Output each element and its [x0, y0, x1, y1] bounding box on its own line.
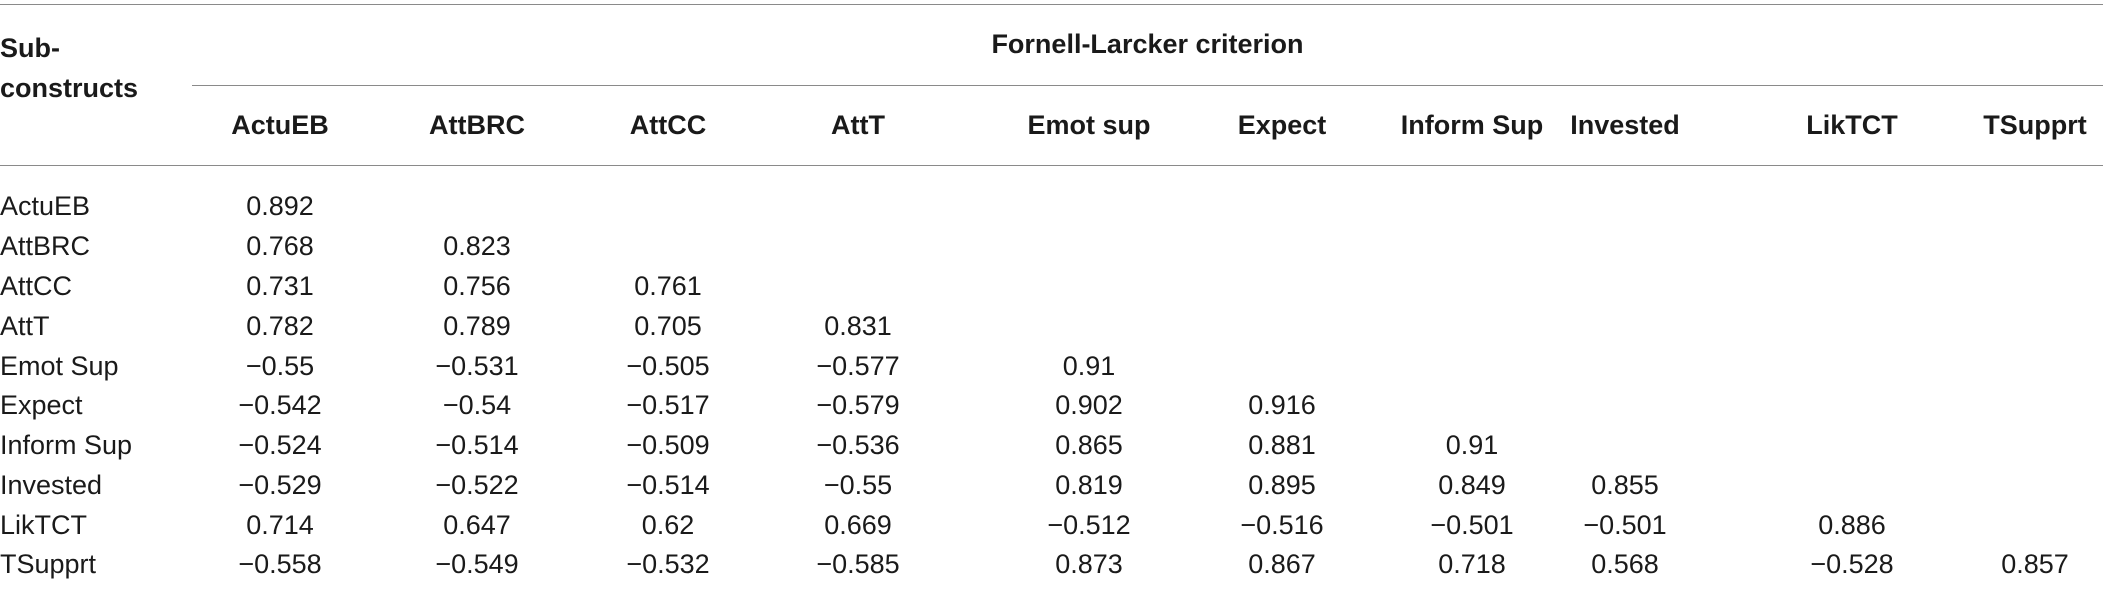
table-row: Emot Sup −0.55 −0.531 −0.505 −0.577 0.91: [0, 346, 2103, 386]
row-label: Invested: [0, 470, 103, 500]
table-row: AttT 0.782 0.789 0.705 0.831: [0, 306, 2103, 346]
row-label: ActuEB: [0, 191, 91, 221]
column-header: LikTCT: [1806, 110, 1898, 140]
row-header-title: Sub-constructs: [0, 33, 139, 103]
table-cell: −0.501: [1583, 510, 1667, 540]
row-label: Inform Sup: [0, 430, 133, 460]
table-cell: −0.55: [245, 351, 315, 381]
table-cell: −0.529: [238, 470, 322, 500]
table-cell: 0.892: [246, 191, 314, 221]
table-cell: −0.542: [238, 390, 322, 420]
column-header: Inform Sup: [1400, 110, 1544, 140]
table-cell: 0.895: [1248, 470, 1316, 500]
column-header: Invested: [1570, 110, 1680, 140]
row-label: TSupprt: [0, 549, 97, 579]
group-header-title: Fornell-Larcker criterion: [991, 29, 1304, 59]
table-row: LikTCT 0.714 0.647 0.62 0.669 −0.512 −0.516 −0.…: [0, 505, 2103, 545]
table-cell: −0.516: [1240, 510, 1324, 540]
row-label: AttCC: [0, 271, 73, 301]
table-cell: −0.558: [238, 549, 322, 579]
table-cell: 0.916: [1248, 390, 1316, 420]
table-cell: 0.62: [641, 510, 695, 540]
row-label: AttBRC: [0, 231, 91, 261]
column-header: Emot sup: [1027, 110, 1151, 140]
table-cell: 0.669: [824, 510, 892, 540]
table-cell: −0.55: [823, 470, 893, 500]
table-cell: 0.831: [824, 311, 892, 341]
table-cell: −0.514: [435, 430, 519, 460]
table-cell: 0.857: [2001, 549, 2069, 579]
row-label: LikTCT: [0, 510, 87, 540]
table-cell: 0.782: [246, 311, 314, 341]
table-cell: 0.789: [443, 311, 511, 341]
table-cell: −0.514: [626, 470, 710, 500]
table-cell: −0.531: [435, 351, 519, 381]
header-bottom-rule: [0, 165, 2103, 166]
table-cell: 0.761: [634, 271, 702, 301]
table-row: Inform Sup −0.524 −0.514 −0.509 −0.536 0.865 0…: [0, 425, 2103, 465]
table-cell: −0.512: [1047, 510, 1131, 540]
table-cell: −0.579: [816, 390, 900, 420]
table-cell: 0.91: [1445, 430, 1499, 460]
group-header-rule: [192, 85, 2103, 86]
table-row: AttCC 0.731 0.756 0.761: [0, 266, 2103, 306]
table-row: AttBRC 0.768 0.823: [0, 226, 2103, 266]
table-cell: 0.568: [1591, 549, 1659, 579]
table-cell: 0.756: [443, 271, 511, 301]
table-cell: −0.522: [435, 470, 519, 500]
column-header: TSupprt: [1983, 110, 2087, 140]
table-cell: 0.718: [1438, 549, 1506, 579]
column-header: ActuEB: [231, 110, 329, 140]
table-cell: 0.865: [1055, 430, 1123, 460]
table-cell: 0.768: [246, 231, 314, 261]
column-header: AttBRC: [429, 110, 525, 140]
table-cell: −0.524: [238, 430, 322, 460]
table-cell: 0.91: [1062, 351, 1116, 381]
table-cell: −0.509: [626, 430, 710, 460]
table-cell: −0.532: [626, 549, 710, 579]
table-cell: 0.867: [1248, 549, 1316, 579]
table-cell: −0.54: [442, 390, 512, 420]
table-row: Expect −0.542 −0.54 −0.517 −0.579 0.902 0.916: [0, 385, 2103, 425]
table-cell: 0.873: [1055, 549, 1123, 579]
table-cell: 0.731: [246, 271, 314, 301]
row-label: AttT: [0, 311, 50, 341]
table-cell: −0.585: [816, 549, 900, 579]
table-cell: 0.886: [1818, 510, 1886, 540]
column-header: AttT: [831, 110, 885, 140]
table-cell: 0.849: [1438, 470, 1506, 500]
table-cell: −0.505: [626, 351, 710, 381]
table-cell: −0.517: [626, 390, 710, 420]
table-row: ActuEB 0.892: [0, 186, 2103, 226]
table-cell: −0.536: [816, 430, 900, 460]
table-cell: 0.823: [443, 231, 511, 261]
table-cell: 0.714: [246, 510, 314, 540]
table-top-rule: [0, 4, 2103, 5]
row-label: Emot Sup: [0, 351, 119, 381]
column-header: AttCC: [629, 110, 707, 140]
table-cell: 0.881: [1248, 430, 1316, 460]
table-cell: −0.501: [1430, 510, 1514, 540]
table-cell: −0.528: [1810, 549, 1894, 579]
table-cell: 0.855: [1591, 470, 1659, 500]
table-row: Invested −0.529 −0.522 −0.514 −0.55 0.819 0.89…: [0, 465, 2103, 505]
table-cell: 0.819: [1055, 470, 1123, 500]
table-row: TSupprt −0.558 −0.549 −0.532 −0.585 0.873 0.86…: [0, 544, 2103, 584]
row-label: Expect: [0, 390, 83, 420]
table-cell: −0.549: [435, 549, 519, 579]
table-cell: 0.705: [634, 311, 702, 341]
column-header: Expect: [1237, 110, 1327, 140]
table-cell: 0.647: [443, 510, 511, 540]
table-cell: 0.902: [1055, 390, 1123, 420]
table-cell: −0.577: [816, 351, 900, 381]
